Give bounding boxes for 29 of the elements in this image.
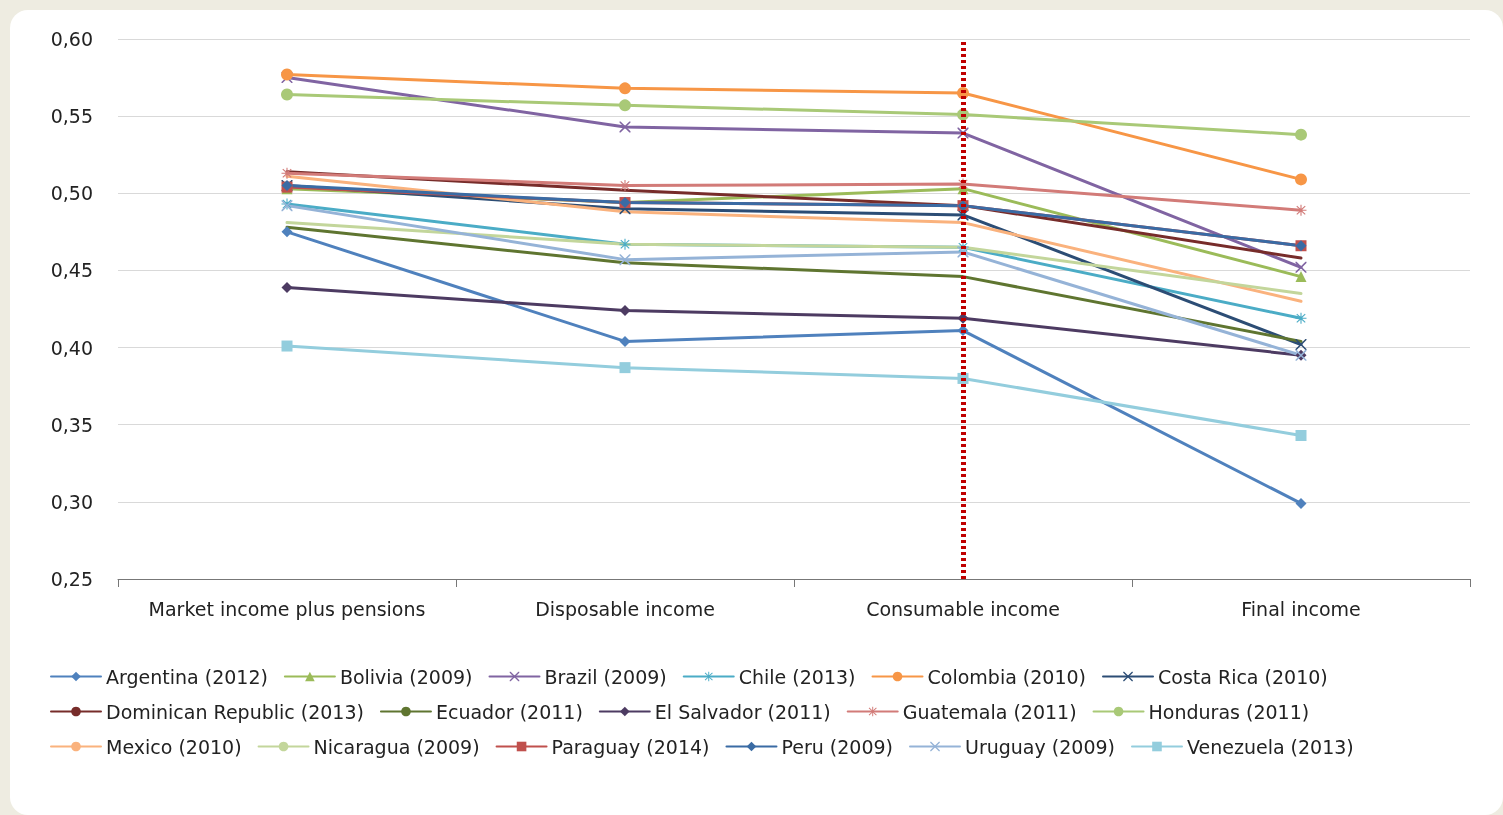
legend-label: Honduras (2011) bbox=[1148, 700, 1310, 723]
x-tick-label: Final income bbox=[1241, 597, 1361, 620]
y-tick-label: 0,60 bbox=[50, 28, 93, 50]
y-tick-label: 0,55 bbox=[50, 105, 93, 128]
legend-label: Chile (2013) bbox=[738, 665, 856, 688]
legend-label: Paraguay (2014) bbox=[551, 735, 710, 758]
x-tick-label: Consumable income bbox=[866, 597, 1060, 620]
y-tick-label: 0,50 bbox=[50, 182, 93, 205]
legend-label: Ecuador (2011) bbox=[435, 700, 583, 723]
y-tick-label: 0,45 bbox=[50, 259, 93, 282]
y-tick-label: 0,40 bbox=[50, 336, 93, 359]
legend-label: Nicaragua (2009) bbox=[313, 735, 480, 758]
y-tick-label: 0,25 bbox=[50, 568, 93, 590]
legend-label: Peru (2009) bbox=[781, 735, 894, 758]
legend-label: El Salvador (2011) bbox=[654, 700, 831, 723]
legend-label: Dominican Republic (2013) bbox=[106, 700, 364, 723]
legend-label: Costa Rica (2010) bbox=[1158, 665, 1328, 688]
legend-label: Brazil (2009) bbox=[544, 665, 667, 688]
x-tick-label: Market income plus pensions bbox=[148, 597, 426, 620]
y-tick-label: 0,35 bbox=[50, 413, 93, 436]
legend-label: Colombia (2010) bbox=[927, 665, 1087, 688]
legend-label: Mexico (2010) bbox=[106, 735, 242, 758]
y-tick-label: 0,30 bbox=[50, 490, 93, 513]
legend-label: Argentina (2012) bbox=[106, 665, 268, 688]
legend-label: Uruguay (2009) bbox=[965, 735, 1115, 758]
legend-label: Guatemala (2011) bbox=[902, 700, 1077, 723]
legend-label: Bolivia (2009) bbox=[339, 665, 473, 688]
legend-label: Venezuela (2013) bbox=[1186, 735, 1354, 758]
x-tick-label: Disposable income bbox=[535, 597, 715, 620]
